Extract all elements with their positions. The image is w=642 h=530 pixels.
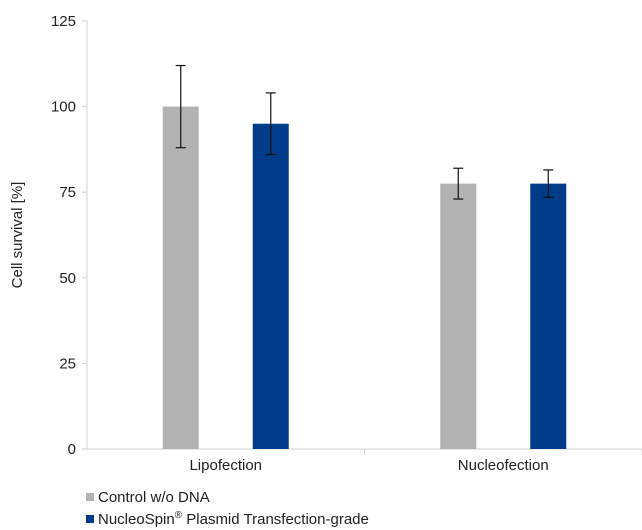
y-tick-label: 125 xyxy=(51,13,76,30)
legend: Control w/o DNA NucleoSpin® Plasmid Tran… xyxy=(86,486,369,530)
bar xyxy=(162,106,199,449)
legend-item-control: Control w/o DNA xyxy=(86,486,369,508)
y-tick-label: 0 xyxy=(68,441,76,458)
legend-item-nucleospin: NucleoSpin® Plasmid Transfection-grade xyxy=(86,508,369,530)
y-tick-label: 25 xyxy=(59,355,76,372)
bar-chart-svg: 0 25 50 75 100 125 Cell survival [%] Lipofectio… xyxy=(9,13,642,474)
x-tick-label: Lipofection xyxy=(189,457,262,474)
y-tick-label: 100 xyxy=(51,99,76,116)
legend-label-nucleospin: NucleoSpin® Plasmid Transfection-grade xyxy=(98,510,369,528)
legend-label-nucleospin-sup: ® xyxy=(174,510,183,521)
legend-label-control: Control w/o DNA xyxy=(98,488,210,506)
bar xyxy=(440,183,477,449)
x-tick-label: Nucleofection xyxy=(458,457,549,474)
y-tick-label: 75 xyxy=(59,184,76,201)
bar xyxy=(530,183,567,449)
legend-swatch-nucleospin xyxy=(86,515,94,523)
legend-swatch-control xyxy=(86,493,94,501)
bar xyxy=(252,123,289,449)
y-axis-title: Cell survival [%] xyxy=(9,182,26,289)
legend-label-nucleospin-main: NucleoSpin xyxy=(98,511,175,528)
y-tick-label: 50 xyxy=(59,270,76,287)
legend-label-nucleospin-rest: Plasmid Transfection-grade xyxy=(182,511,369,528)
